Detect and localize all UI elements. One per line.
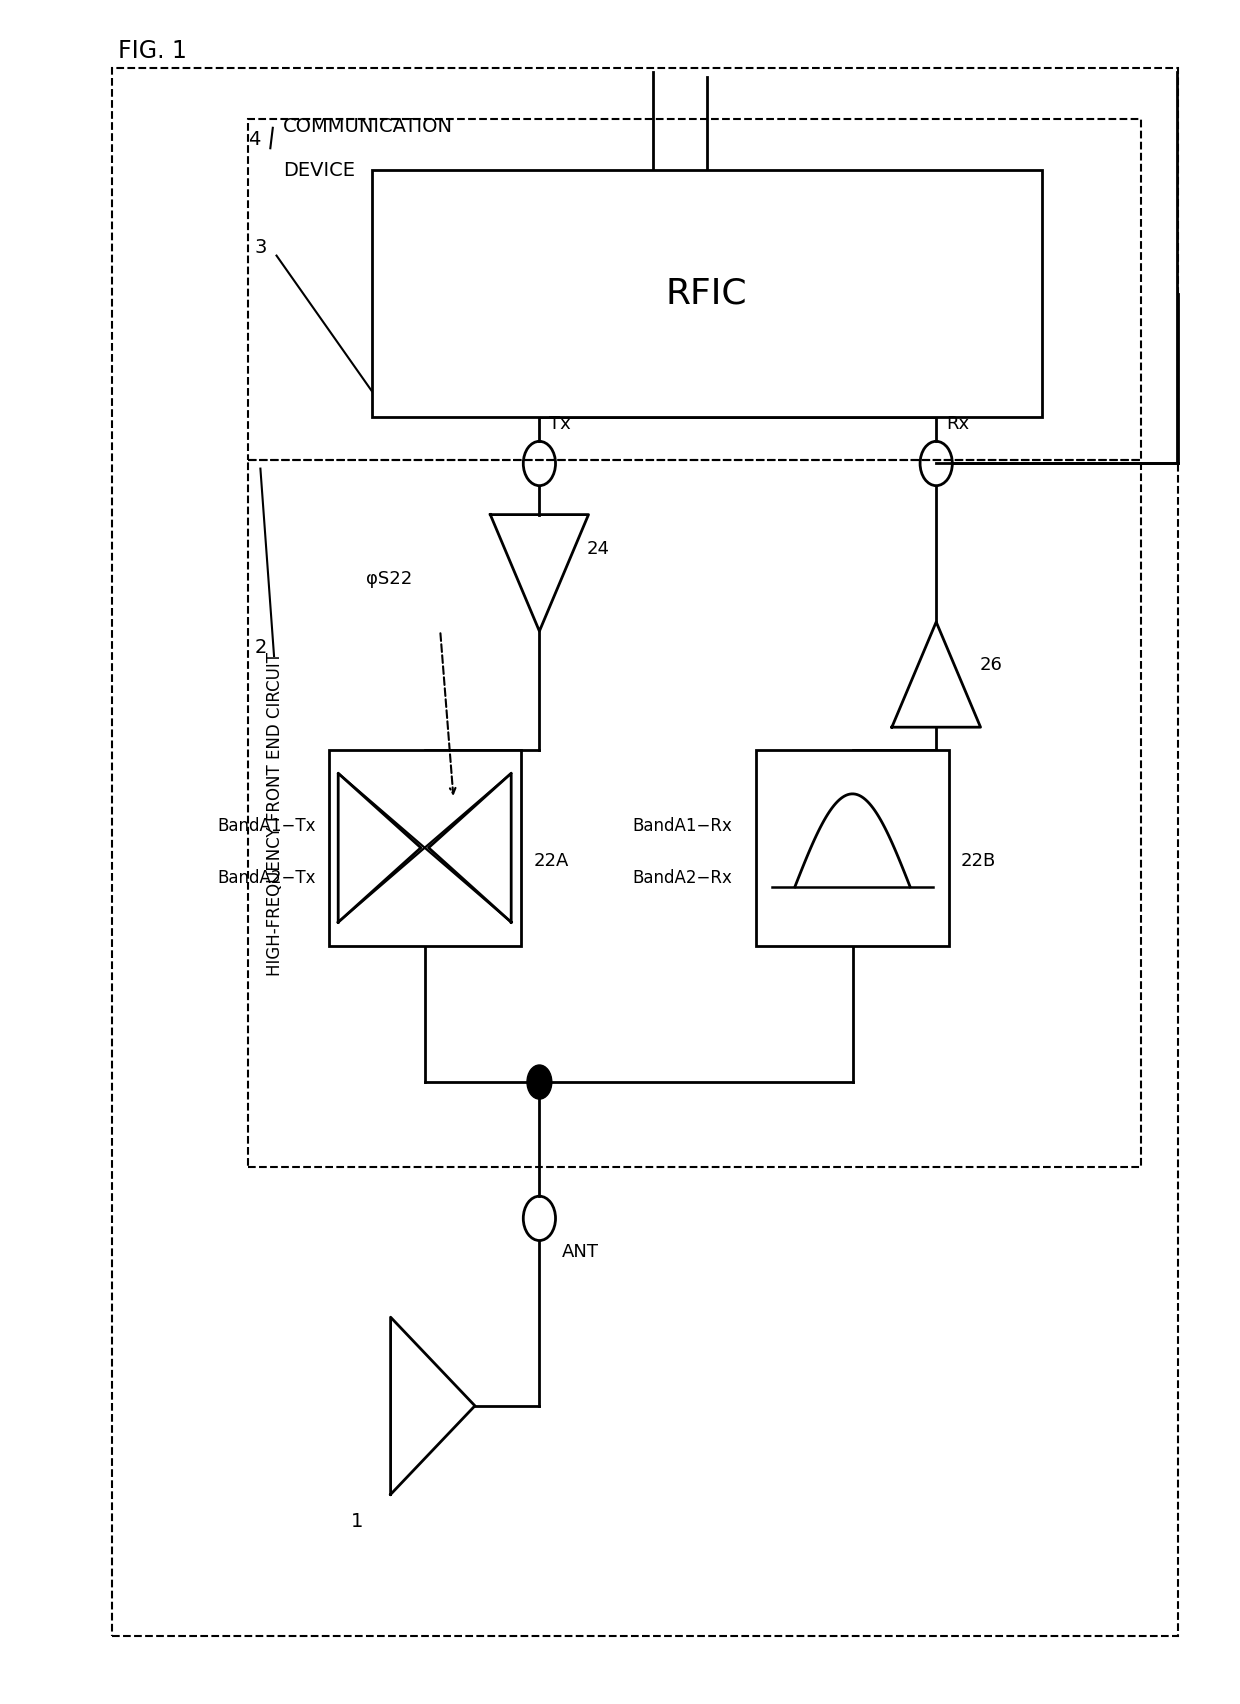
Text: BandA2−Tx: BandA2−Tx [217,869,315,886]
Polygon shape [372,170,1042,417]
Text: φS22: φS22 [366,571,412,588]
Text: 26: 26 [980,656,1002,673]
Text: 2: 2 [254,637,267,658]
Polygon shape [329,750,521,946]
Text: BandA2−Rx: BandA2−Rx [632,869,733,886]
Text: 22A: 22A [533,852,569,869]
Text: 3: 3 [254,237,267,257]
Text: DEVICE: DEVICE [283,160,355,181]
Text: FIG. 1: FIG. 1 [118,39,187,63]
Text: Rx: Rx [946,414,970,433]
Text: HIGH-FREQUENCY FRONT END CIRCUIT: HIGH-FREQUENCY FRONT END CIRCUIT [267,651,284,976]
Text: BandA1−Rx: BandA1−Rx [632,818,733,835]
Text: RFIC: RFIC [666,278,748,310]
Circle shape [527,1065,552,1099]
Text: ANT: ANT [562,1244,599,1261]
Text: 22B: 22B [961,852,996,869]
Text: 1: 1 [351,1511,363,1532]
Text: COMMUNICATION: COMMUNICATION [283,116,453,136]
Text: Tx: Tx [549,414,572,433]
Text: BandA1−Tx: BandA1−Tx [217,818,315,835]
Polygon shape [756,750,949,946]
Text: 4: 4 [248,130,260,150]
Text: 24: 24 [587,540,610,557]
